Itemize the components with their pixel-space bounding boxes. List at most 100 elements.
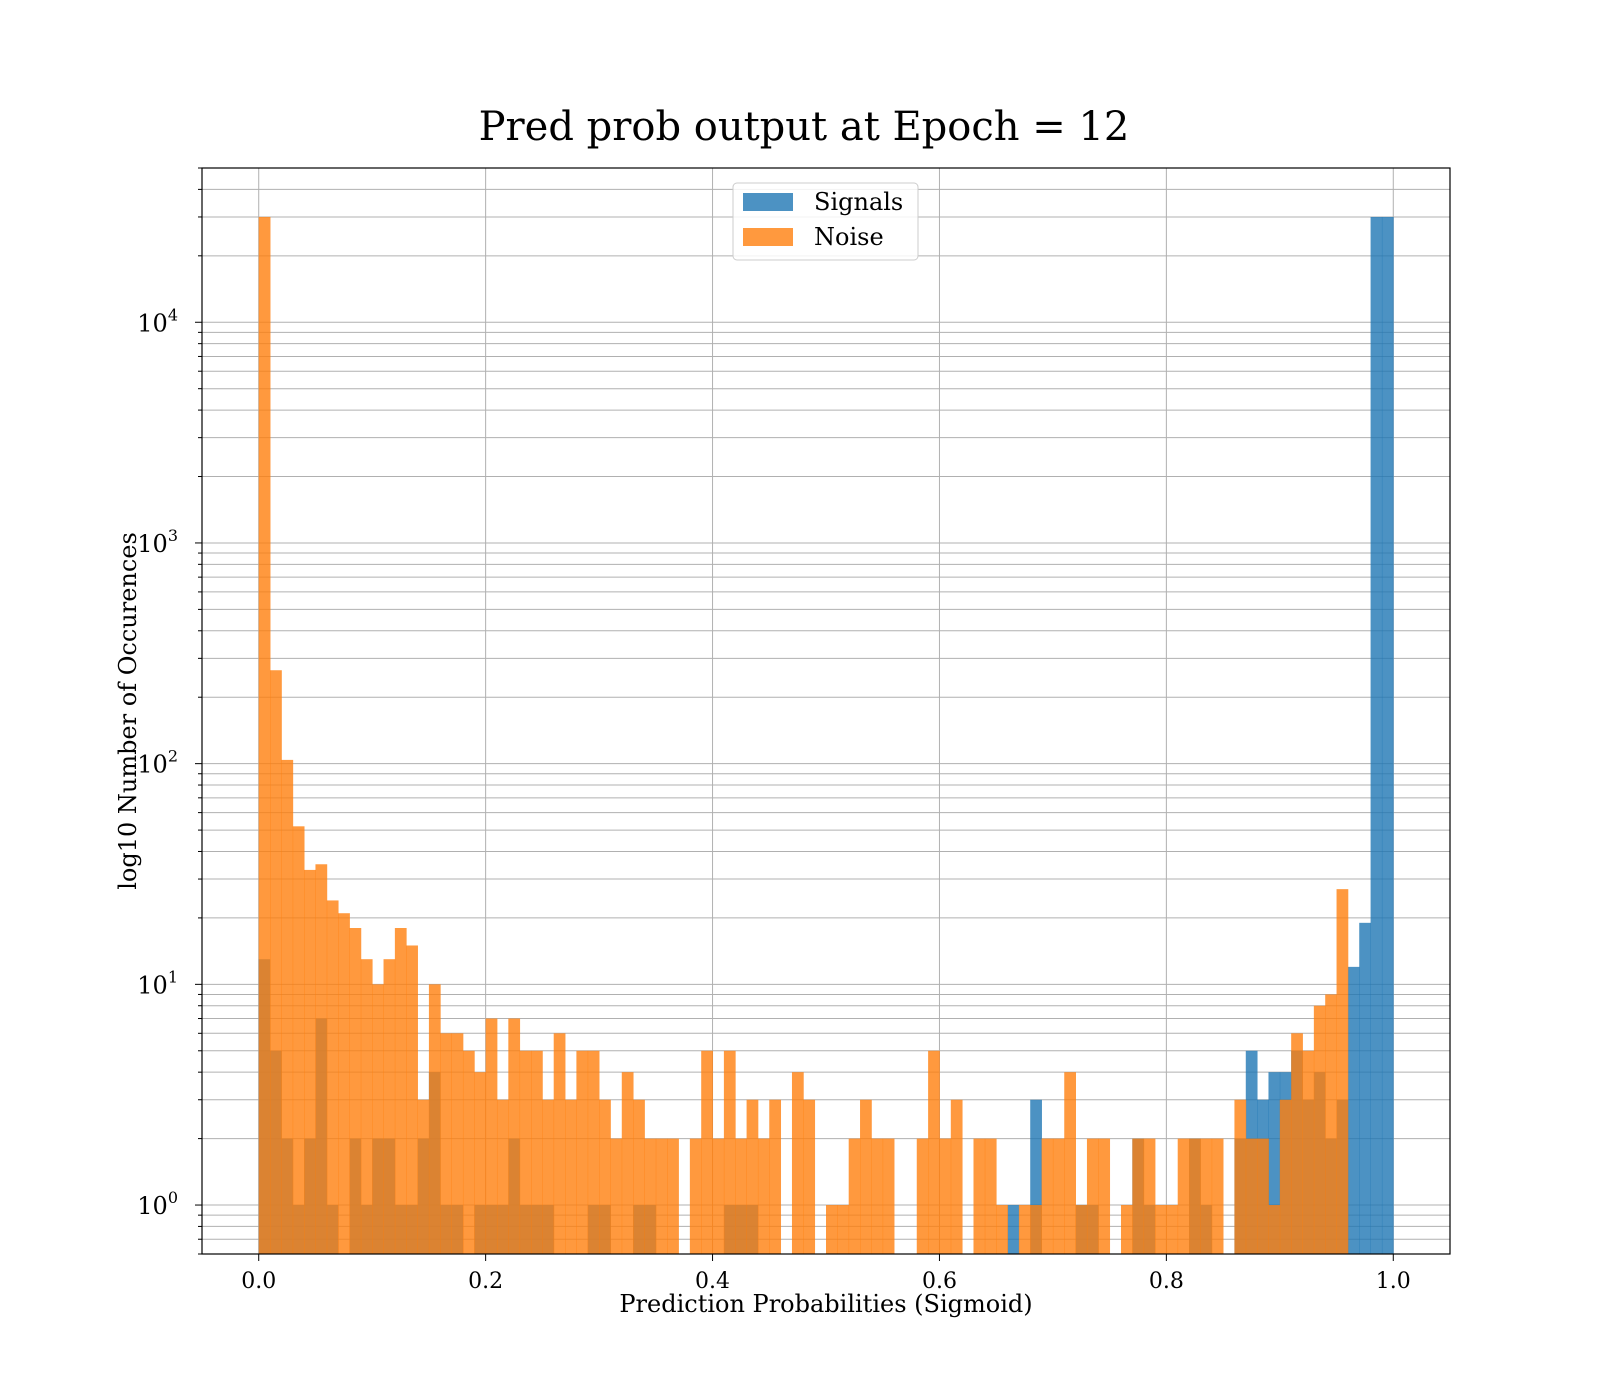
bar-noise [610,1138,623,1254]
bar-noise [735,1138,747,1254]
bar-noise [950,1099,963,1254]
bar-noise [1313,1005,1326,1254]
bar-noise [553,1033,566,1254]
bar-noise [372,984,384,1254]
bar-noise [1189,1138,1201,1254]
bar-noise [1211,1138,1224,1254]
bar-noise [1234,1099,1247,1254]
bar-noise [746,1099,759,1254]
bar-signals [1359,922,1371,1254]
legend-label-noise: Noise [814,223,884,251]
bar-noise [1279,1099,1292,1254]
bar-noise [882,1138,895,1254]
legend-label-signals: Signals [814,188,903,216]
bar-noise [587,1050,600,1254]
legend-swatch-signals [743,193,793,211]
bar-noise [1336,889,1349,1254]
bar-noise [1052,1138,1065,1254]
bar-noise [406,945,418,1254]
bar-noise [689,1138,702,1254]
bar-noise [1155,1205,1167,1254]
bar-noise [1132,1138,1145,1254]
bar-noise [928,1050,940,1254]
plot-frame [201,167,1451,1255]
bar-noise [349,928,362,1254]
bar-noise [791,1072,804,1254]
bar-noise [565,1099,577,1254]
bar-signals [1370,216,1383,1254]
bar-noise [542,1099,555,1254]
bar-signals [1030,1099,1042,1254]
bar-noise [451,1033,464,1254]
bar-noise [270,670,282,1254]
bar-noise [1120,1205,1133,1254]
bar-noise [1200,1138,1213,1254]
x-tick-label: 0.8 [1149,1269,1184,1294]
y-tick-label: 101 [137,967,178,999]
bar-noise [417,1099,430,1254]
bar-noise [292,826,305,1254]
bar-noise [360,959,373,1254]
bar-noise [973,1138,986,1254]
bar-noise [984,1138,997,1254]
bar-noise [1302,1050,1315,1254]
bar-noise [723,1050,736,1254]
bar-noise [701,1050,713,1254]
bar-noise [826,1205,838,1254]
bar-noise [485,1018,498,1254]
bar-noise [996,1205,1008,1254]
bar-noise [1018,1205,1031,1254]
bar-noise [1177,1138,1190,1254]
bar-noise [1291,1033,1303,1254]
bar-noise [655,1138,668,1254]
bar-noise [939,1138,952,1254]
bar-noise [1268,1205,1281,1254]
bar-noise [633,1099,645,1254]
x-tick-label: 0.2 [468,1269,503,1294]
bar-noise [644,1138,657,1254]
bar-noise [837,1205,850,1254]
bar-noise [462,1050,475,1254]
bar-noise [576,1050,589,1254]
bar-noise [871,1138,884,1254]
x-tick-label: 0.6 [922,1269,957,1294]
bar-noise [531,1050,543,1254]
chart-title: Pred prob output at Epoch = 12 [479,104,1130,150]
y-tick-label: 100 [137,1188,178,1220]
y-axis-label: log10 Number of Occurences [114,532,142,890]
bar-noise [621,1072,634,1254]
bar-noise [1030,1205,1042,1254]
bar-signals [1268,1072,1281,1254]
x-axis-label: Prediction Probabilities (Sigmoid) [619,1290,1032,1318]
bar-noise [848,1138,861,1254]
bar-noise [860,1099,872,1254]
bar-noise [281,759,294,1254]
legend: Signals Noise [732,182,919,261]
bar-noise [428,984,441,1254]
bar-noise [667,1138,679,1254]
bar-noise [769,1099,782,1254]
bar-noise [1075,1205,1088,1254]
bar-signals [1347,966,1360,1254]
bar-noise [258,216,271,1254]
bar-noise [1325,994,1337,1254]
bar-noise [519,1050,532,1254]
bar-noise [599,1099,611,1254]
bar-noise [508,1018,521,1254]
bar-noise [394,928,407,1254]
bar-noise [304,869,316,1254]
bar-noise [315,864,328,1254]
bar-noise [326,900,339,1254]
x-tick-label: 0.0 [241,1269,276,1294]
bar-noise [1098,1138,1111,1254]
bar-noise [1086,1138,1099,1254]
bar-noise [916,1138,929,1254]
bar-noise [1041,1138,1054,1254]
ticks-layer: 0.0 0.2 0.4 0.6 0.8 1.0 100 101 102 103 104 [137,167,1411,1294]
bar-noise [757,1138,770,1254]
bar-noise [440,1033,452,1254]
bar-noise [1245,1138,1258,1254]
bar-noise [474,1072,487,1254]
bar-noise [1143,1138,1156,1254]
